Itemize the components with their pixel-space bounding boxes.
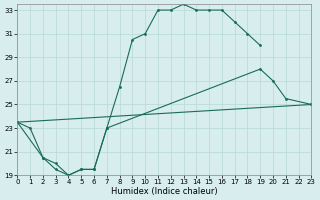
- X-axis label: Humidex (Indice chaleur): Humidex (Indice chaleur): [111, 187, 218, 196]
